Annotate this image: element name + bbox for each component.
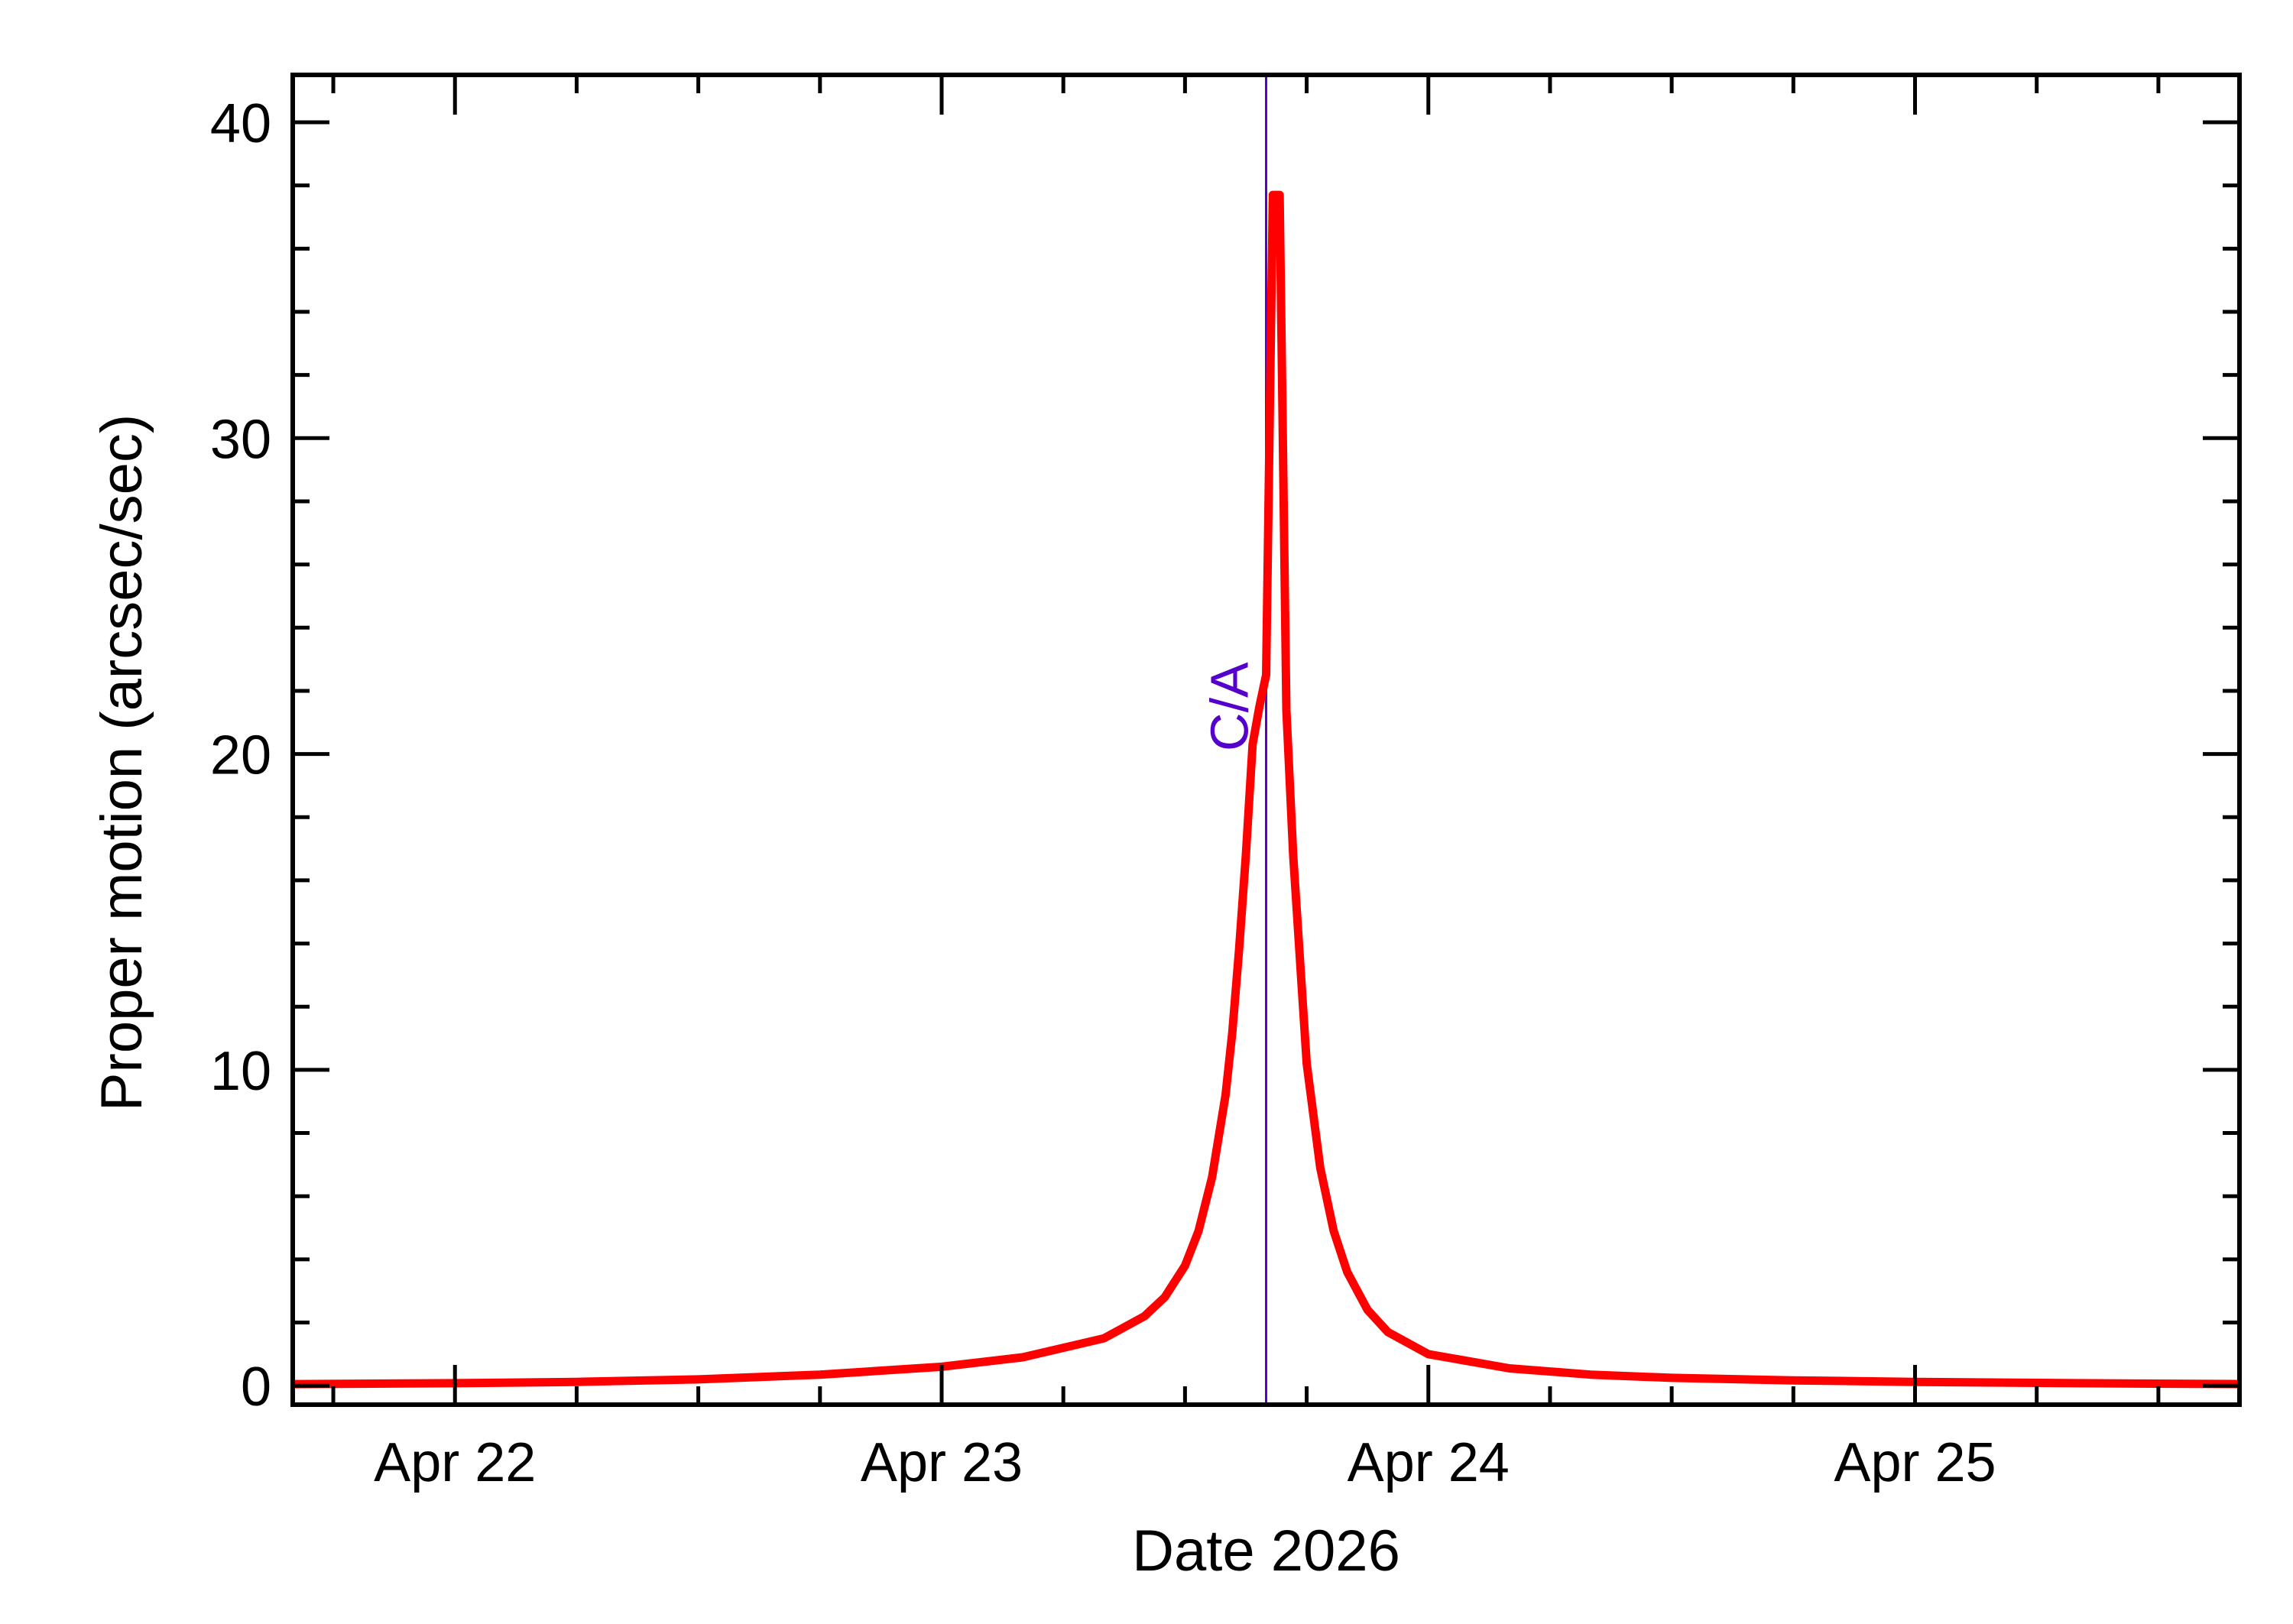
y-tick-label: 0 [241,1357,271,1418]
x-tick-label: Apr 24 [1348,1432,1510,1493]
y-tick-label: 10 [210,1041,271,1102]
x-axis-title: Date 2026 [1132,1519,1400,1583]
y-tick-label: 40 [210,93,271,154]
plot-frame [290,73,2242,1407]
y-tick-label: 20 [210,725,271,786]
x-tick-label: Apr 23 [861,1432,1023,1493]
plot-area: C/A [292,75,2240,1405]
tick-labels: 0 10 20 30 40 Apr 22 Apr 23 Apr 24 Apr 25 [210,93,1996,1493]
proper-motion-series-line [292,190,2240,1389]
y-axis-title: Proper motion (arcsec/sec) [89,414,154,1111]
axis-ticks [293,75,2239,1405]
closest-approach-label: C/A [1200,662,1260,751]
x-tick-label: Apr 25 [1834,1432,1996,1493]
x-tick-label: Apr 22 [374,1432,536,1493]
y-tick-label: 30 [210,409,271,470]
